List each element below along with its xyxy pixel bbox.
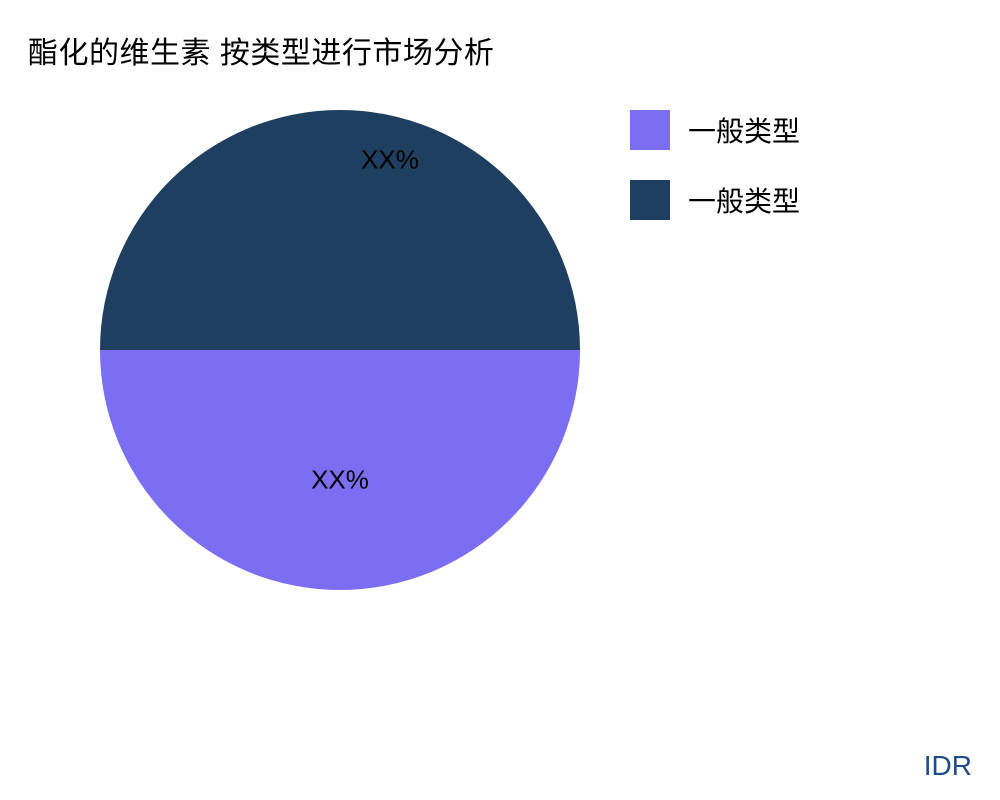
legend-item-1: 一般类型 [630,180,800,220]
legend-item-0: 一般类型 [630,110,800,150]
legend-label-1: 一般类型 [688,180,800,220]
watermark-text: IDR [924,750,972,782]
pie-chart: XX% XX% [100,110,580,590]
pie-svg [100,110,580,590]
chart-title: 酯化的维生素 按类型进行市场分析 [28,28,494,72]
slice-label-1: XX% [361,145,419,176]
legend-label-0: 一般类型 [688,110,800,150]
chart-legend: 一般类型一般类型 [630,110,800,250]
legend-swatch-1 [630,180,670,220]
pie-slice-1 [100,110,580,350]
slice-label-0: XX% [311,465,369,496]
legend-swatch-0 [630,110,670,150]
